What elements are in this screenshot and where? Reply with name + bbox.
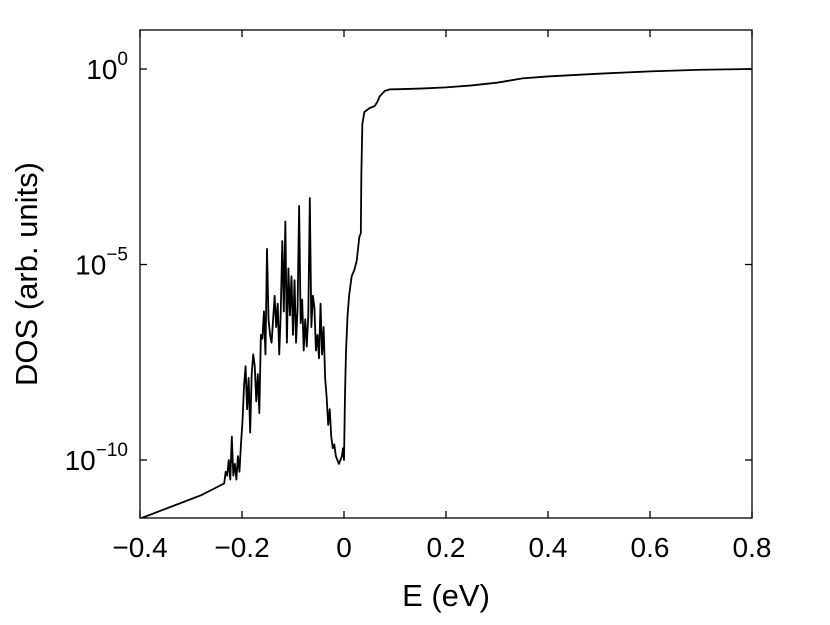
x-tick-label: 0.4 (529, 532, 568, 563)
y-tick-power: 0 (117, 49, 128, 70)
x-axis-label: E (eV) (402, 578, 490, 613)
x-tick-label: 0.8 (733, 532, 772, 563)
y-tick-power: −5 (106, 245, 128, 266)
x-tick-label: 0.6 (631, 532, 670, 563)
y-tick-label: 10−10 (65, 440, 128, 476)
y-axis-label: DOS (arb. units) (9, 162, 44, 386)
y-tick-base: 10 (75, 250, 106, 281)
x-tick-label: −0.4 (112, 532, 167, 563)
dos-series-line (140, 68, 752, 518)
y-tick-label: 100 (86, 49, 128, 85)
x-tick-label: −0.2 (214, 532, 269, 563)
x-tick-label: 0 (336, 532, 352, 563)
x-tick-label: 0.2 (427, 532, 466, 563)
y-tick-base: 10 (86, 54, 117, 85)
x-axis-ticks: −0.4 −0.2 0 0.2 0.4 0.6 0.8 (112, 30, 771, 563)
y-tick-base: 10 (65, 445, 96, 476)
y-tick-power: −10 (96, 440, 128, 461)
y-tick-label: 10−5 (75, 245, 128, 281)
